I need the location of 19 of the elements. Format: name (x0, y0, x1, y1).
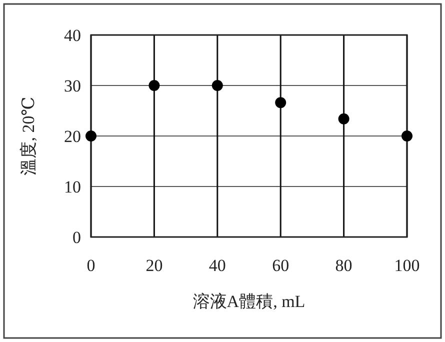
y-tick-label: 40 (64, 26, 81, 45)
y-axis-title: 溫度, 20℃ (19, 96, 38, 176)
x-axis-title: 溶液A體積, mL (192, 292, 306, 311)
point (275, 97, 286, 108)
y-tick-label: 30 (64, 76, 81, 96)
point (212, 80, 223, 91)
y-tick-label: 20 (64, 127, 81, 146)
x-tick-label: 60 (272, 256, 290, 275)
y-tick-label: 10 (64, 178, 81, 196)
y-tick-label: 0 (72, 228, 81, 247)
point (148, 80, 160, 91)
x-tick-label: 40 (208, 256, 226, 275)
x-tick-label: 100 (394, 256, 420, 275)
x-tick-label: 80 (335, 256, 352, 275)
x-tick-label: 20 (146, 256, 163, 275)
point (338, 113, 350, 124)
point (86, 130, 96, 142)
point (402, 130, 412, 142)
x-tick-label: 0 (86, 256, 96, 275)
